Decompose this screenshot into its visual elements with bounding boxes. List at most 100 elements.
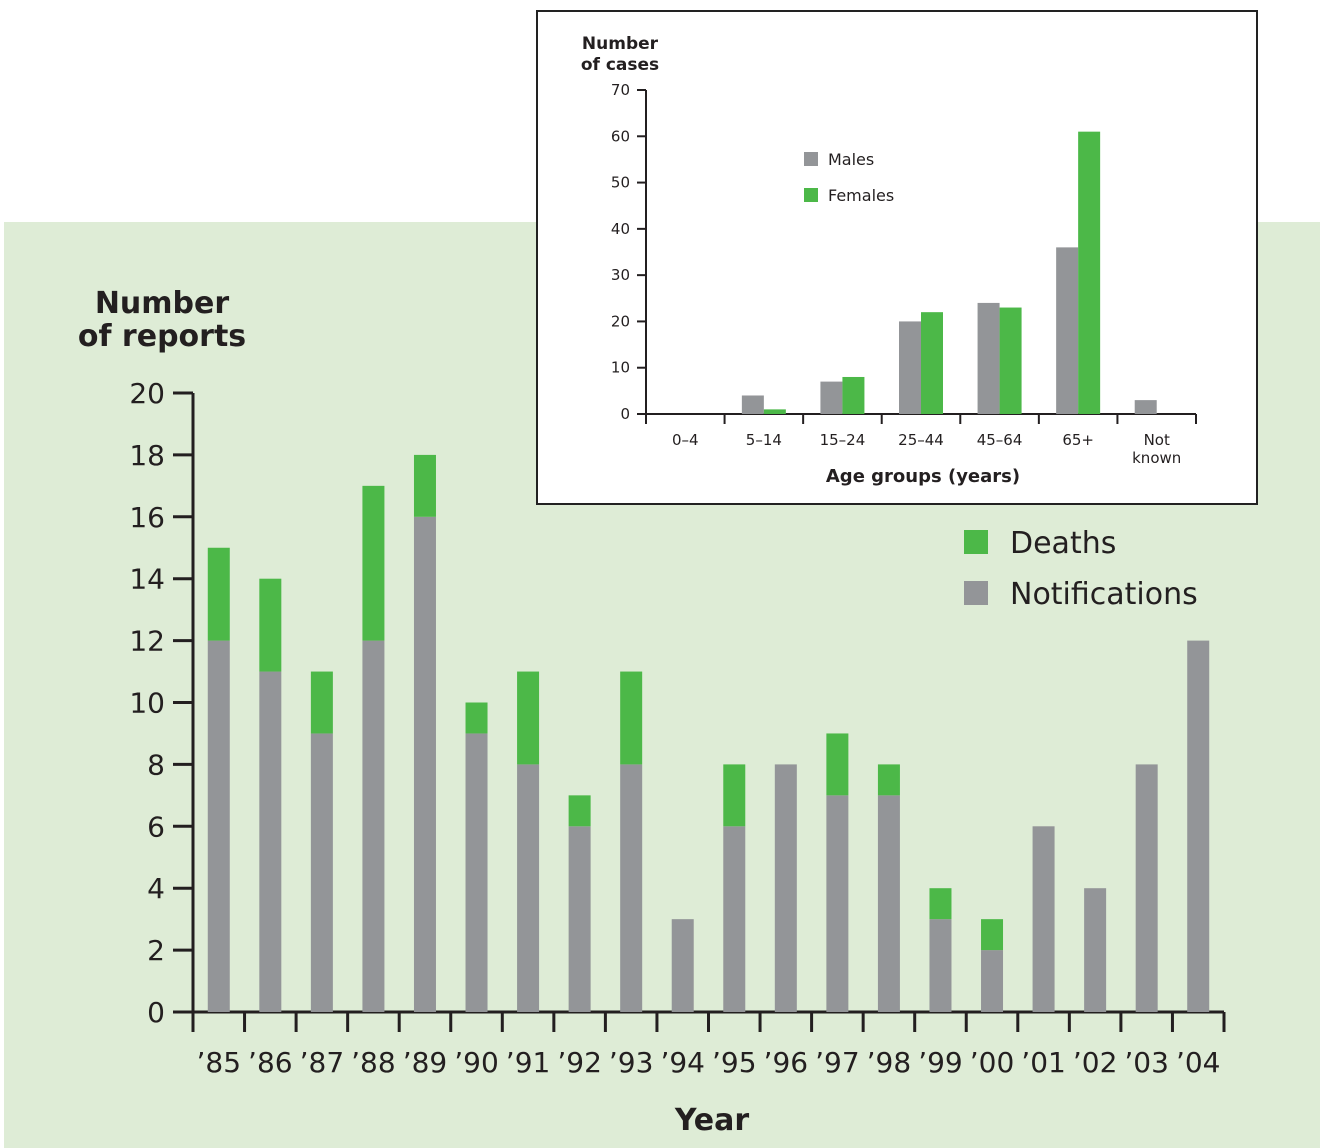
x-tick-label: ’94 [660,1046,705,1079]
x-tick-label: ’88 [351,1046,396,1079]
bar-notifications [207,640,230,1012]
x-tick-label: ’90 [454,1046,499,1079]
bar-males [741,395,764,414]
x-tick-label: ’89 [403,1046,448,1079]
inset-y-axis-title-line2: of cases [581,55,659,75]
x-tick-label: ’02 [1073,1046,1118,1079]
inset-legend-swatch-males [804,152,818,166]
bar-females [1078,131,1101,414]
bar-deaths [877,764,900,796]
bar-notifications [929,919,952,1012]
x-tick-label: ’85 [197,1046,242,1079]
inset-y-tick-label: 70 [611,81,630,99]
bar-deaths [310,671,333,734]
y-tick-label: 2 [147,934,165,967]
x-tick-label: ’01 [1021,1046,1066,1079]
bar-notifications [1135,764,1158,1012]
y-tick-label: 0 [147,996,165,1029]
bar-deaths [413,454,436,517]
bar-notifications [1084,888,1107,1012]
x-tick-label: ’91 [506,1046,551,1079]
inset-x-tick-label: 45–64 [977,431,1023,449]
bar-deaths [362,485,385,641]
inset-y-tick-label: 30 [611,266,630,284]
inset-chart-box: 0 10 20 30 40 50 60 70 0–4 5–14 15–24 25–44 45–64 65+… [536,10,1258,505]
inset-y-axis-title-line1: Number [582,34,659,54]
y-tick-label: 14 [129,563,165,596]
legend-label-notifications: Notifications [1010,577,1198,612]
bar-notifications [723,826,746,1012]
x-tick-label: ’92 [557,1046,602,1079]
y-tick-label: 4 [147,872,165,905]
x-tick-label: ’99 [918,1046,963,1079]
inset-y-tick-label: 60 [611,127,630,145]
inset-x-tick-label: 0–4 [672,431,699,449]
y-tick-label: 16 [129,501,165,534]
x-tick-label: ’98 [867,1046,912,1079]
bar-notifications [620,764,643,1012]
bar-notifications [877,795,900,1012]
x-tick-label: ’86 [248,1046,293,1079]
legend-swatch-notifications [964,581,988,605]
inset-x-tick-label: 65+ [1062,431,1094,449]
inset-legend-swatch-females [804,188,818,202]
inset-legend-label-males: Males [828,150,874,169]
bar-notifications [826,795,849,1012]
inset-y-tick-label: 50 [611,174,630,192]
bar-deaths [826,733,849,796]
bar-males [1056,247,1079,414]
x-axis-title: Year [674,1103,750,1138]
y-tick-label: 8 [147,748,165,781]
bar-deaths [723,764,746,827]
inset-legend-label-females: Females [828,186,894,205]
y-tick-label: 12 [129,625,165,658]
inset-x-tick-label: 5–14 [746,431,782,449]
bar-notifications [774,764,797,1012]
x-tick-label: ’87 [300,1046,345,1079]
inset-y-tick-label: 0 [620,405,630,423]
x-tick-label: ’93 [609,1046,654,1079]
legend-swatch-deaths [964,530,988,554]
bar-notifications [465,733,488,1012]
inset-x-axis-title: Age groups (years) [826,466,1020,487]
inset-x-tick-label: 15–24 [820,431,866,449]
x-tick-label: ’96 [764,1046,809,1079]
legend-label-deaths: Deaths [1010,526,1116,561]
bar-deaths [207,547,230,641]
y-axis-title-line1: Number [95,286,230,321]
inset-x-tick-label: Not [1144,431,1170,449]
bar-notifications [568,826,591,1012]
bar-males [820,381,843,414]
bar-deaths [259,578,282,672]
bar-deaths [568,795,591,827]
bar-females [763,409,786,414]
x-tick-label: ’04 [1176,1046,1221,1079]
bar-notifications [517,764,540,1012]
inset-x-tick-label: 25–44 [898,431,944,449]
bar-females [842,376,865,414]
inset-chart: 0 10 20 30 40 50 60 70 0–4 5–14 15–24 25–44 45–64 65+… [581,34,1197,487]
bar-deaths [620,671,643,765]
inset-y-tick-label: 20 [611,312,630,330]
inset-x-tick-label: known [1132,449,1181,467]
y-tick-label: 18 [129,439,165,472]
bar-deaths [929,888,952,920]
y-tick-label: 20 [129,377,165,410]
bar-females [999,307,1022,414]
bar-deaths [517,671,540,765]
bar-notifications [671,919,694,1012]
bar-males [977,302,1000,414]
y-tick-label: 6 [147,810,165,843]
bar-deaths [465,702,488,734]
bar-notifications [413,516,436,1012]
bar-notifications [259,671,282,1012]
bar-males [1134,400,1157,414]
inset-y-tick-label: 40 [611,220,630,238]
bar-females [921,312,943,414]
bar-notifications [1187,640,1210,1012]
x-tick-label: ’00 [970,1046,1015,1079]
bar-notifications [981,950,1004,1012]
x-tick-label: ’95 [712,1046,757,1079]
bar-notifications [362,640,385,1012]
